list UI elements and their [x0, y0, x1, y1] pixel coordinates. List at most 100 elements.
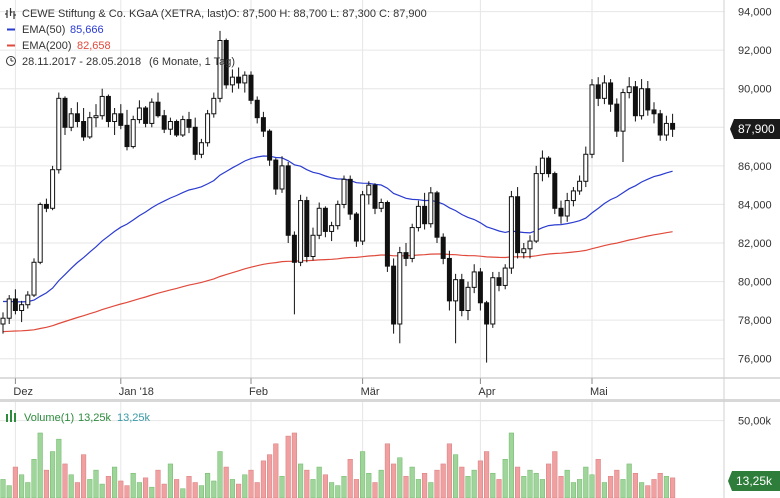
candle-body: [459, 279, 465, 311]
volume-bar: [291, 432, 297, 498]
candle: [136, 100, 142, 124]
candle: [471, 264, 477, 294]
candle-body: [589, 84, 595, 155]
y-tick-label: 82,000: [738, 238, 772, 250]
candle: [62, 96, 68, 135]
candle: [347, 175, 353, 220]
candle-body: [657, 113, 663, 136]
candle-body: [192, 126, 198, 155]
candle: [335, 200, 341, 230]
candle: [260, 111, 266, 137]
candle-body: [242, 74, 248, 84]
candle: [105, 94, 111, 128]
volume-bar: [384, 443, 390, 498]
volume-bar: [273, 443, 279, 498]
candle: [174, 119, 180, 137]
candle: [403, 243, 409, 267]
volume-bar: [632, 472, 638, 498]
candle-body: [316, 207, 322, 236]
candle-body: [446, 257, 452, 302]
candle: [25, 291, 31, 309]
candle: [273, 158, 279, 195]
volume-bar: [657, 472, 663, 498]
candle: [87, 111, 93, 139]
candle-body: [273, 159, 279, 190]
candle-body: [515, 196, 521, 254]
candle: [589, 79, 595, 159]
volume-bar: [267, 454, 273, 498]
volume-bar: [484, 451, 490, 498]
volume-bar: [180, 488, 186, 498]
candle: [223, 38, 229, 89]
candle-body: [211, 97, 217, 115]
candle-body: [99, 95, 105, 117]
candle: [533, 165, 539, 243]
candle-body: [415, 205, 421, 229]
volume-bar: [465, 476, 471, 498]
x-tick-label: Mai: [590, 386, 608, 398]
volume-bar: [329, 482, 335, 498]
candle: [267, 129, 273, 166]
legend-ohlc: O: 87,500 H: 88,700 L: 87,300 C: 87,900: [228, 8, 427, 20]
volume-bar: [217, 451, 223, 498]
candle: [43, 198, 49, 213]
candle-body: [570, 190, 576, 202]
candle-body: [428, 192, 434, 225]
candle: [570, 187, 576, 207]
volume-badge: 13,25k: [728, 471, 780, 491]
volume-legend-value-secondary: 13,25k: [117, 412, 151, 424]
volume-bar: [515, 466, 521, 498]
candle: [409, 223, 415, 263]
volume-bar: [422, 472, 428, 498]
volume-bar: [304, 469, 310, 498]
candle: [329, 221, 335, 242]
candle: [37, 202, 43, 265]
candle: [112, 108, 118, 135]
candle-body: [62, 97, 68, 128]
candle-body: [496, 277, 502, 286]
candle-body: [484, 302, 490, 325]
candle-body: [601, 82, 607, 99]
candle: [167, 117, 173, 135]
candle: [595, 77, 601, 107]
y-tick-label: 90,000: [738, 84, 772, 96]
candle-body: [539, 157, 545, 175]
y-tick-label: 84,000: [738, 199, 772, 211]
candle-body: [112, 113, 118, 122]
candle-body: [335, 203, 341, 227]
candle-body: [186, 119, 192, 128]
candle-body: [118, 113, 124, 126]
candle-body: [372, 184, 378, 209]
ema50-series: [2, 155, 673, 303]
candle: [657, 109, 663, 141]
volume-bar: [285, 435, 291, 498]
volume-bar: [353, 479, 359, 498]
candle-body: [347, 178, 353, 215]
candle: [81, 108, 87, 141]
candle-body: [285, 165, 291, 236]
volume-bar: [577, 479, 583, 498]
y-tick-label: 94,000: [738, 7, 772, 19]
volume-bar: [508, 432, 514, 498]
candle: [632, 81, 638, 122]
volume-bar: [186, 476, 192, 498]
candle: [143, 106, 149, 128]
candle-body: [19, 304, 25, 312]
volume-bar: [236, 483, 242, 498]
candle-body: [620, 92, 626, 132]
candle: [279, 156, 285, 193]
candle-body: [205, 113, 211, 144]
volume-bar: [409, 466, 415, 498]
candle: [577, 175, 583, 195]
candle: [546, 156, 552, 178]
volume-bar: [279, 476, 285, 498]
candle-body: [254, 99, 260, 119]
volume-bar: [502, 459, 508, 498]
candle: [322, 206, 328, 238]
candle: [490, 271, 496, 328]
volume-bar: [198, 485, 204, 498]
candle-body: [267, 130, 273, 161]
candle: [645, 81, 651, 116]
volume-bar: [105, 476, 111, 498]
volume-bars-icon: [6, 410, 16, 422]
